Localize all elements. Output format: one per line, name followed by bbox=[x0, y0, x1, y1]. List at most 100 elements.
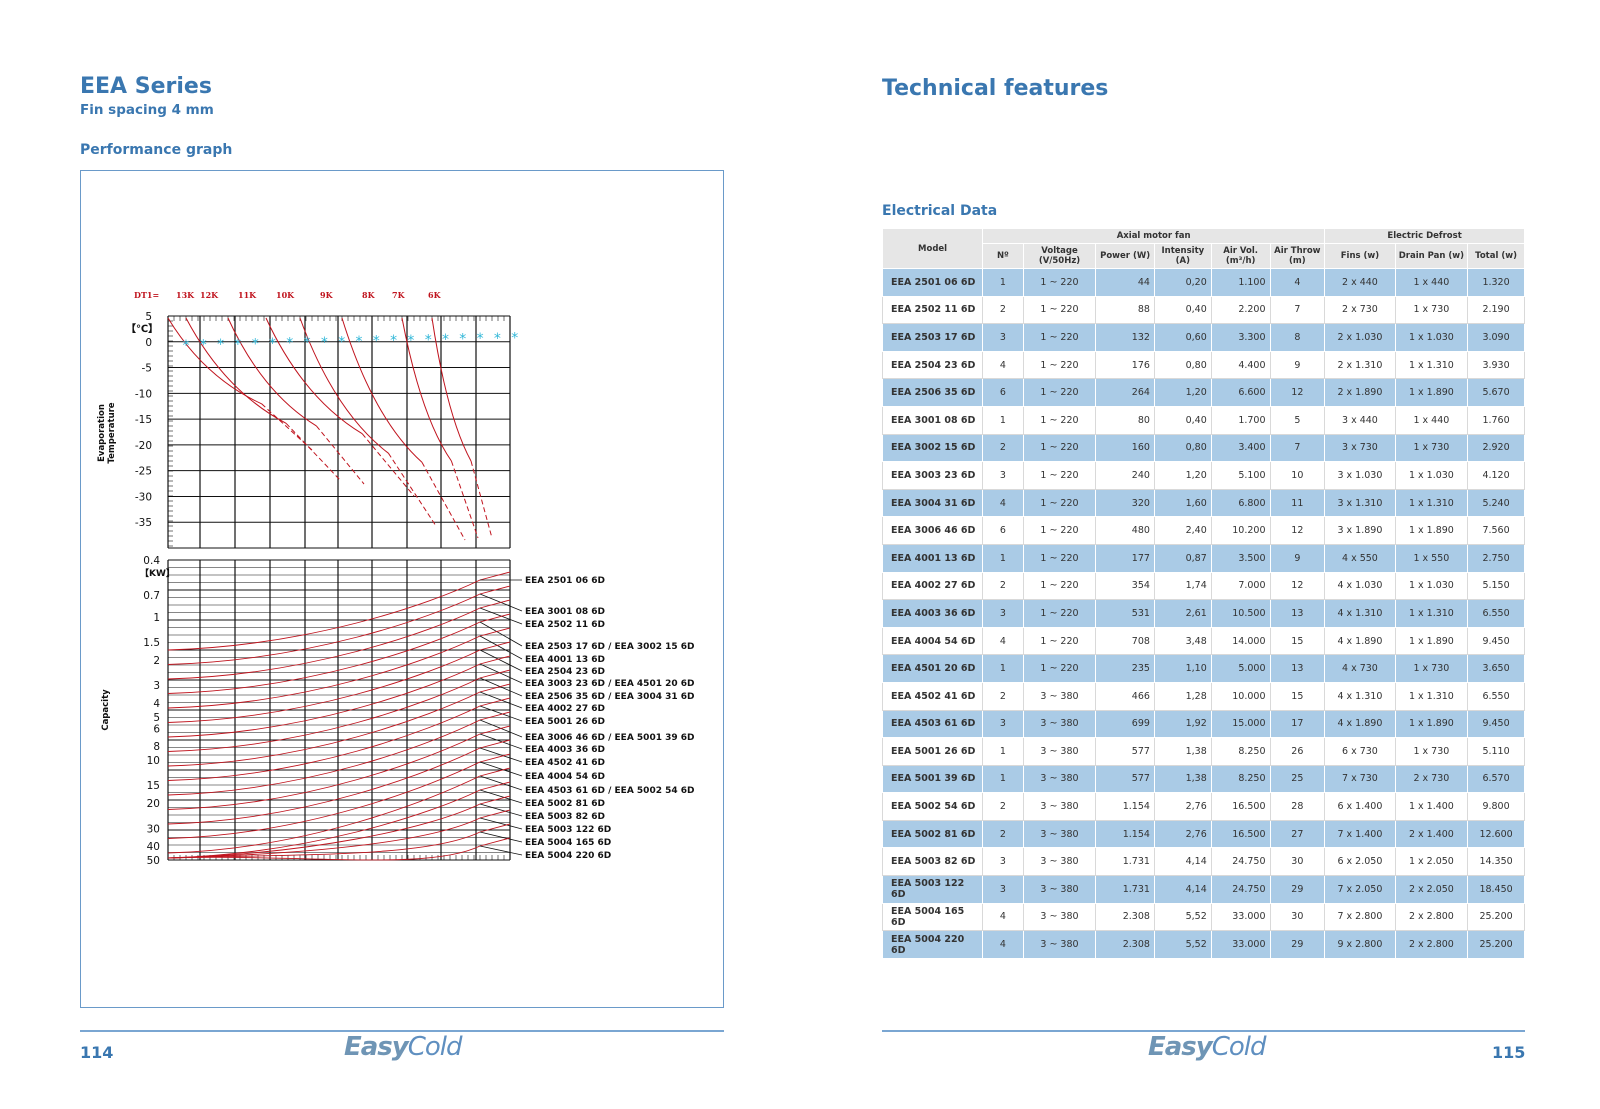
dt-label: 6K bbox=[428, 290, 442, 300]
cell-intensity: 1,28 bbox=[1153, 681, 1212, 711]
cell-drain-pan: 2 x 1.400 bbox=[1394, 819, 1469, 849]
cell-intensity: 1,10 bbox=[1153, 654, 1212, 683]
cell-model: EEA 4503 61 6D bbox=[881, 709, 984, 739]
cell-air-throw: 7 bbox=[1269, 295, 1326, 325]
cell-voltage: 1 ~ 220 bbox=[1022, 626, 1097, 656]
cell-drain-pan: 1 x 440 bbox=[1394, 268, 1469, 297]
cell-air-vol: 24.750 bbox=[1210, 875, 1271, 904]
cell-air-vol: 33.000 bbox=[1210, 902, 1271, 932]
cell-voltage: 3 ~ 380 bbox=[1022, 737, 1097, 766]
cell-air-throw: 7 bbox=[1269, 433, 1326, 463]
table-row: EEA 4501 20 6D 1 1 ~ 220 235 1,10 5.000 13 4 x … bbox=[881, 654, 1525, 683]
cell-intensity: 1,38 bbox=[1153, 764, 1212, 794]
cell-model: EEA 4002 27 6D bbox=[881, 571, 984, 601]
cell-intensity: 2,61 bbox=[1153, 599, 1212, 628]
temperature-curve bbox=[341, 317, 423, 463]
cell-total: 5.110 bbox=[1467, 737, 1525, 766]
cell-total: 2.750 bbox=[1467, 543, 1525, 573]
cell-total: 18.450 bbox=[1467, 875, 1525, 904]
curve-label: EEA 2501 06 6D bbox=[525, 576, 605, 586]
cell-model: EEA 5003 122 6D bbox=[881, 875, 984, 904]
cell-intensity: 1,74 bbox=[1153, 571, 1212, 601]
cell-fins: 2 x 1.890 bbox=[1324, 378, 1396, 407]
table-row: EEA 5003 122 6D 3 3 ~ 380 1.731 4,14 24.750 29… bbox=[881, 875, 1525, 904]
cell-model: EEA 4001 13 6D bbox=[881, 543, 984, 573]
temperature-curve-dashed bbox=[421, 462, 466, 541]
cell-power: 177 bbox=[1095, 543, 1155, 573]
cell-air-vol: 7.000 bbox=[1210, 571, 1271, 601]
cell-drain-pan: 1 x 550 bbox=[1394, 543, 1469, 573]
electrical-data-table: Model Axial motor fan Electric Defrost N… bbox=[881, 228, 1525, 959]
cell-total: 6.550 bbox=[1467, 599, 1525, 628]
temperature-curve-dashed bbox=[470, 460, 493, 539]
cell-power: 531 bbox=[1095, 599, 1155, 628]
cell-power: 88 bbox=[1095, 295, 1155, 325]
cell-voltage: 1 ~ 220 bbox=[1022, 654, 1097, 683]
bottom-tick-label: 20 bbox=[147, 798, 160, 810]
top-axis-label: EvaporationTemperature bbox=[97, 402, 117, 463]
cell-voltage: 1 ~ 220 bbox=[1022, 268, 1097, 297]
cell-voltage: 1 ~ 220 bbox=[1022, 405, 1097, 435]
cell-intensity: 2,40 bbox=[1153, 516, 1212, 545]
cell-intensity: 4,14 bbox=[1153, 847, 1212, 877]
cell-no: 6 bbox=[982, 516, 1024, 545]
cell-air-vol: 1.100 bbox=[1210, 268, 1271, 297]
cell-no: 4 bbox=[982, 902, 1024, 932]
cell-air-vol: 10.000 bbox=[1210, 681, 1271, 711]
bottom-tick-label: 6 bbox=[153, 723, 160, 735]
cell-fins: 4 x 730 bbox=[1324, 654, 1396, 683]
cell-air-vol: 14.000 bbox=[1210, 626, 1271, 656]
top-tick-label: -15 bbox=[135, 414, 152, 426]
defrost-marker: * bbox=[459, 332, 466, 348]
capacity-curve bbox=[167, 599, 511, 680]
curve-label: EEA 2504 23 6D bbox=[525, 667, 605, 677]
cell-power: 577 bbox=[1095, 737, 1155, 766]
cell-model: EEA 4501 20 6D bbox=[881, 654, 984, 683]
cell-model: EEA 5001 39 6D bbox=[881, 764, 984, 794]
leader-line bbox=[479, 789, 523, 804]
capacity-curve bbox=[167, 781, 511, 859]
cell-model: EEA 4003 36 6D bbox=[881, 599, 984, 628]
table-row: EEA 5004 165 6D 4 3 ~ 380 2.308 5,52 33.000 30… bbox=[881, 902, 1525, 932]
cell-model: EEA 5004 220 6D bbox=[881, 930, 984, 959]
cell-voltage: 3 ~ 380 bbox=[1022, 819, 1097, 849]
capacity-curve bbox=[167, 613, 511, 694]
defrost-marker: * bbox=[442, 332, 449, 348]
table-row: EEA 5003 82 6D 3 3 ~ 380 1.731 4,14 24.750 30 6… bbox=[881, 847, 1525, 877]
capacity-curve bbox=[167, 739, 511, 825]
defrost-marker: * bbox=[286, 336, 293, 352]
cell-total: 5.670 bbox=[1467, 378, 1525, 407]
top-tick-label: -20 bbox=[135, 440, 152, 452]
bottom-tick-label: 2 bbox=[153, 655, 160, 667]
temperature-curve-dashed bbox=[316, 425, 365, 485]
cell-air-throw: 9 bbox=[1269, 543, 1326, 573]
easycold-logo-right: EasyCold bbox=[1148, 1032, 1267, 1062]
cell-power: 708 bbox=[1095, 626, 1155, 656]
leader-line bbox=[479, 733, 523, 750]
leader-line bbox=[479, 803, 523, 817]
dt-label: 8K bbox=[362, 290, 376, 300]
cell-power: 235 bbox=[1095, 654, 1155, 683]
cell-air-throw: 15 bbox=[1269, 626, 1326, 656]
temperature-curve-dashed bbox=[285, 422, 341, 481]
curve-label: EEA 4502 41 6D bbox=[525, 758, 605, 768]
cell-no: 3 bbox=[982, 599, 1024, 628]
capacity-curve bbox=[167, 809, 511, 859]
cell-no: 6 bbox=[982, 378, 1024, 407]
cell-total: 14.350 bbox=[1467, 847, 1525, 877]
cell-voltage: 3 ~ 380 bbox=[1022, 875, 1097, 904]
page-number-left: 114 bbox=[80, 1043, 114, 1062]
cell-model: EEA 2501 06 6D bbox=[881, 268, 984, 297]
top-tick-label: -30 bbox=[135, 491, 152, 503]
header-axial-motor-fan: Axial motor fan bbox=[982, 228, 1326, 244]
cell-model: EEA 2504 23 6D bbox=[881, 350, 984, 380]
cell-voltage: 1 ~ 220 bbox=[1022, 323, 1097, 352]
cell-total: 3.930 bbox=[1467, 350, 1525, 380]
cell-drain-pan: 1 x 1.890 bbox=[1394, 626, 1469, 656]
header-power: Power (W) bbox=[1095, 243, 1155, 269]
dt-label: 7K bbox=[392, 290, 406, 300]
leader-line bbox=[479, 761, 523, 777]
cell-drain-pan: 1 x 1.030 bbox=[1394, 461, 1469, 490]
cell-fins: 7 x 730 bbox=[1324, 764, 1396, 794]
cell-no: 3 bbox=[982, 461, 1024, 490]
